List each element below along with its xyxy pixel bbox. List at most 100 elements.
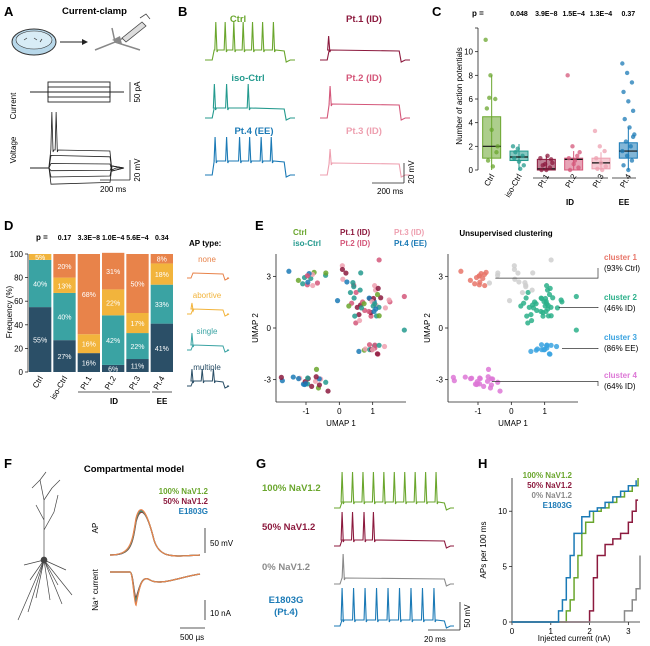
e-point — [366, 295, 372, 301]
c-point — [603, 164, 608, 169]
e-point — [351, 284, 357, 290]
e-point — [550, 295, 556, 301]
cluster-name: cluster 3 — [604, 333, 637, 342]
trace-label-pt1: Pt.1 (ID) — [346, 14, 382, 25]
d-p-prefix: p = — [36, 233, 48, 242]
d-data-label: 41% — [155, 346, 169, 353]
e-point — [382, 305, 389, 311]
c-ytick-label: 8 — [469, 71, 474, 80]
cluster-desc: (86% EE) — [604, 344, 639, 353]
e-xtick-label: 0 — [509, 407, 514, 416]
c-point — [548, 157, 554, 162]
e-point — [450, 374, 456, 380]
e-point — [553, 343, 560, 350]
g-label-0: 0% NaV1.2 — [262, 562, 310, 573]
d-bar-seg-multiple — [53, 340, 76, 372]
e-point — [548, 257, 554, 263]
e-point — [358, 270, 364, 276]
d-ytick-label: 20 — [14, 344, 23, 353]
neuron-morphology-icon — [17, 471, 73, 621]
umap-by-cluster: -1 0 1 -3 0 3 UMAP 1 UMAP 2 — [423, 254, 579, 428]
d-bar-seg-multiple — [77, 353, 100, 372]
d-data-label: 42% — [106, 338, 120, 345]
e-point — [529, 287, 535, 293]
e-ytick-label: -3 — [264, 376, 272, 385]
d-data-label: 6% — [108, 366, 118, 373]
e-point — [519, 289, 526, 296]
e-point — [497, 388, 503, 394]
e-point — [325, 388, 331, 394]
e-point — [356, 348, 362, 355]
e-point — [545, 306, 551, 312]
d-bar-seg-abortive — [102, 289, 125, 316]
c-point — [566, 155, 572, 161]
f-scale-i: 10 nA — [210, 609, 232, 618]
e-point — [530, 270, 536, 276]
panel-h: H 0 1 2 3 0 5 10 APs per 100 ms Injected curre… — [478, 456, 641, 643]
c-point — [624, 70, 630, 76]
d-data-label: 40% — [57, 315, 71, 322]
e-point — [476, 273, 483, 279]
c-xtick-label: iso-Ctrl — [503, 172, 524, 199]
e-legend-entry: Pt.4 (EE) — [394, 239, 427, 248]
voltage-trace — [30, 154, 125, 172]
cluster-labels: cluster 1 (93% Ctrl) cluster 2 (46% ID) clus… — [492, 253, 640, 391]
d-stacked-bars: 0 20 40 60 80 100 Ctrl iso-Ctrl Pt.1 Pt.2 Pt.3 Pt.4… — [10, 250, 173, 401]
e-point — [467, 277, 473, 283]
current-steps — [30, 81, 124, 103]
e-point — [286, 268, 292, 274]
c-point — [620, 61, 625, 66]
d-p-value: 0.34 — [155, 235, 169, 242]
f-legend-entry: 50% NaV1.2 — [163, 497, 208, 506]
c-point — [494, 150, 499, 155]
f-ap-trace — [109, 509, 201, 557]
c-point — [516, 159, 522, 164]
e-point — [538, 295, 544, 301]
e-point — [386, 297, 392, 303]
d-bar-seg-abortive — [150, 263, 173, 285]
c-point — [544, 167, 549, 173]
c-point — [572, 158, 578, 163]
f-ap-trace — [109, 509, 201, 557]
c-boxplot: 0 2 4 6 8 10 Ctrl iso-Ctrl Pt.1 Pt.2 Pt.3 Pt.4 — [464, 27, 638, 199]
f-ap-trace — [109, 510, 201, 557]
e-legend-entry: Pt.2 (ID) — [340, 239, 371, 248]
e-point — [353, 320, 359, 326]
e-point — [506, 298, 513, 304]
cluster-desc: (64% ID) — [604, 382, 636, 391]
e-point — [524, 313, 530, 319]
c-p-value: 3.9E−8 — [535, 11, 557, 18]
c-ytick-label: 2 — [469, 142, 474, 151]
d-p-values: 0.17 3.3E−8 1.0E−4 5.6E−4 0.34 — [58, 235, 169, 242]
c-point — [600, 167, 605, 173]
h-series-line — [512, 480, 637, 623]
e-point — [366, 342, 373, 348]
g-trace — [334, 587, 454, 629]
e-point — [358, 305, 365, 311]
e-point — [313, 366, 320, 372]
d-bar-seg-multiple — [29, 307, 52, 372]
c-point — [488, 73, 493, 78]
c-p-value: 0.048 — [510, 11, 528, 18]
e-point — [372, 283, 378, 289]
e-point — [356, 317, 363, 324]
e-point — [373, 306, 379, 312]
g-scale-t: 20 ms — [424, 635, 446, 644]
cluster-desc: (93% Ctrl) — [604, 264, 640, 273]
e-point — [316, 382, 323, 388]
e-point — [370, 347, 376, 353]
ap-type-trace — [187, 368, 230, 389]
e-point — [528, 311, 534, 318]
c-p-values: 0.048 3.9E−8 1.5E−4 1.3E−4 0.37 — [510, 11, 635, 18]
c-point — [627, 125, 632, 130]
e-point — [484, 378, 491, 384]
c-point — [629, 80, 635, 85]
e-point — [472, 281, 478, 287]
c-point — [518, 166, 523, 172]
c-point — [512, 155, 517, 161]
e-point — [544, 301, 550, 307]
c-point — [628, 144, 633, 149]
e-legend-entry: Pt.1 (ID) — [340, 228, 371, 237]
d-ytick-label: 60 — [14, 297, 23, 306]
umap-by-patient: -1 0 1 -3 0 3 UMAP 1 UMAP 2 — [251, 254, 407, 428]
